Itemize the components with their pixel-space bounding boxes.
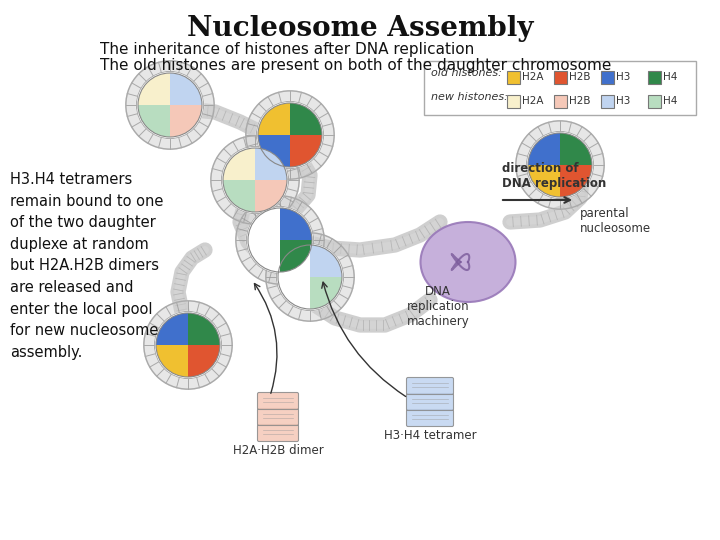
Text: H2B: H2B [569, 97, 590, 106]
Circle shape [136, 71, 204, 139]
Text: DNA
replication
machinery: DNA replication machinery [407, 285, 469, 328]
Wedge shape [138, 105, 170, 137]
Circle shape [258, 103, 322, 167]
Wedge shape [280, 240, 312, 272]
Wedge shape [138, 73, 170, 105]
Circle shape [256, 102, 323, 168]
Text: H4: H4 [663, 97, 678, 106]
FancyBboxPatch shape [601, 95, 614, 108]
Wedge shape [280, 208, 312, 240]
Wedge shape [528, 165, 560, 197]
Wedge shape [255, 148, 287, 180]
Wedge shape [255, 180, 287, 212]
Wedge shape [290, 135, 322, 167]
FancyBboxPatch shape [554, 71, 567, 84]
Text: The old histones are present on both of the daughter chromosome: The old histones are present on both of … [100, 58, 611, 73]
FancyBboxPatch shape [648, 95, 661, 108]
Circle shape [248, 208, 312, 272]
Wedge shape [310, 245, 342, 277]
FancyBboxPatch shape [258, 408, 299, 426]
Wedge shape [258, 135, 290, 167]
Wedge shape [290, 103, 322, 135]
Wedge shape [560, 165, 592, 197]
Text: H3: H3 [616, 72, 631, 83]
Circle shape [276, 244, 343, 310]
Circle shape [266, 233, 354, 321]
Circle shape [526, 131, 593, 199]
Circle shape [144, 301, 232, 389]
FancyBboxPatch shape [407, 409, 454, 427]
Ellipse shape [420, 222, 516, 302]
Circle shape [211, 136, 300, 224]
Text: H4: H4 [663, 72, 678, 83]
Wedge shape [188, 345, 220, 377]
Text: H3·H4 tetramer: H3·H4 tetramer [384, 429, 477, 442]
Text: H3: H3 [616, 97, 631, 106]
Wedge shape [156, 313, 188, 345]
Text: The inheritance of histones after DNA replication: The inheritance of histones after DNA re… [100, 42, 474, 57]
Text: parental
nucleosome: parental nucleosome [580, 207, 651, 235]
Text: H2B: H2B [569, 72, 590, 83]
Wedge shape [170, 73, 202, 105]
Wedge shape [223, 148, 255, 180]
Wedge shape [258, 103, 290, 135]
Text: H2A: H2A [522, 72, 544, 83]
FancyBboxPatch shape [407, 377, 454, 395]
Wedge shape [156, 345, 188, 377]
Wedge shape [310, 277, 342, 309]
Circle shape [278, 245, 342, 309]
FancyBboxPatch shape [258, 393, 299, 409]
Text: old histones:: old histones: [431, 68, 502, 78]
Circle shape [236, 196, 324, 284]
Wedge shape [188, 313, 220, 345]
Text: H2A: H2A [522, 97, 544, 106]
Circle shape [246, 206, 314, 274]
Circle shape [126, 61, 214, 149]
Text: H2A·H2B dimer: H2A·H2B dimer [233, 444, 323, 457]
Circle shape [528, 133, 592, 197]
Text: H3.H4 tetramers
remain bound to one
of the two daughter
duplexe at random
but H2: H3.H4 tetramers remain bound to one of t… [10, 172, 163, 360]
Text: direction of
DNA replication: direction of DNA replication [502, 162, 606, 190]
FancyBboxPatch shape [407, 394, 454, 410]
Wedge shape [528, 133, 560, 165]
Circle shape [156, 313, 220, 377]
FancyBboxPatch shape [507, 71, 520, 84]
FancyBboxPatch shape [554, 95, 567, 108]
Text: Nucleosome Assembly: Nucleosome Assembly [186, 15, 534, 42]
FancyBboxPatch shape [507, 95, 520, 108]
Circle shape [154, 312, 222, 379]
FancyBboxPatch shape [258, 424, 299, 442]
FancyBboxPatch shape [424, 61, 696, 115]
FancyBboxPatch shape [601, 71, 614, 84]
Text: new histones:: new histones: [431, 92, 508, 102]
Circle shape [138, 73, 202, 137]
Circle shape [516, 121, 604, 209]
Wedge shape [560, 133, 592, 165]
Wedge shape [170, 105, 202, 137]
Circle shape [222, 146, 289, 214]
Circle shape [223, 148, 287, 212]
Wedge shape [223, 180, 255, 212]
Circle shape [246, 91, 334, 179]
FancyBboxPatch shape [648, 71, 661, 84]
